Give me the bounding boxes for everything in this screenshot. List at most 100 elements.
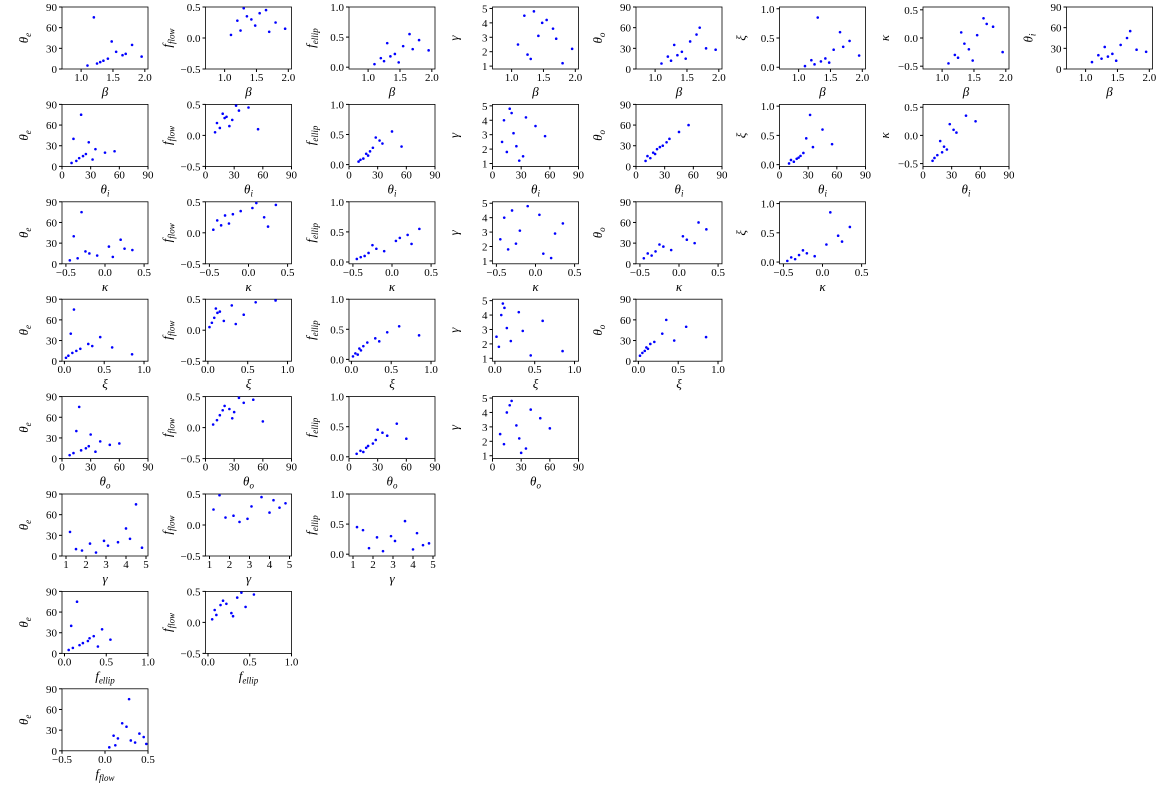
plot-frame	[61, 298, 149, 362]
x-axis-label: θo	[243, 474, 254, 491]
point	[239, 29, 242, 32]
y-tick-label: −0.5	[181, 161, 201, 173]
x-tick-label: 2.0	[281, 72, 295, 84]
point	[138, 732, 141, 735]
point	[672, 339, 676, 342]
point	[813, 63, 816, 66]
x-tick-label: 2.0	[425, 72, 439, 84]
point	[687, 123, 690, 127]
y-tick-label: 0.0	[187, 130, 201, 142]
x-axis-label: θi	[818, 181, 827, 198]
point	[510, 111, 513, 115]
point	[381, 142, 384, 145]
point	[505, 150, 509, 154]
x-axis-label: θi	[244, 181, 253, 198]
y-axis-label: γ	[447, 35, 462, 41]
x-tick-label: 0.0	[488, 364, 502, 376]
y-tick-label: 60	[620, 315, 632, 327]
point	[808, 113, 812, 117]
x-axis-label: θi	[101, 181, 110, 198]
point	[142, 735, 145, 739]
point	[366, 154, 370, 157]
y-axis-label: θe	[16, 228, 33, 238]
point	[526, 204, 529, 208]
x-tick-label: 30	[229, 169, 241, 181]
y-tick-label: 90	[46, 489, 58, 501]
point	[215, 121, 219, 125]
point	[377, 340, 381, 343]
point	[219, 603, 222, 607]
point	[538, 213, 541, 217]
plot-frame	[205, 298, 292, 362]
point	[1144, 50, 1148, 54]
point	[403, 519, 407, 523]
point	[515, 144, 518, 148]
plot-frame	[205, 104, 292, 167]
x-tick-label: 30	[803, 169, 815, 181]
point	[219, 224, 223, 227]
point	[123, 247, 126, 250]
plot-frame	[635, 201, 723, 265]
point	[84, 250, 87, 253]
x-tick-label: 5	[430, 559, 436, 571]
x-axis-label: γ	[389, 571, 395, 586]
x-tick-label: −0.5	[343, 267, 363, 279]
point	[538, 416, 542, 420]
y-axis-label: θe	[16, 33, 33, 43]
point	[499, 237, 502, 241]
point	[98, 440, 102, 443]
point	[362, 157, 365, 160]
point	[1103, 45, 1107, 49]
point	[94, 450, 97, 454]
y-tick-label: 1.0	[330, 99, 344, 111]
x-tick-label: 60	[114, 462, 126, 474]
point	[67, 648, 70, 652]
point	[368, 150, 372, 153]
y-tick-label: 90	[620, 294, 632, 306]
point	[79, 347, 82, 351]
point	[231, 614, 235, 618]
y-tick-label: 0	[52, 356, 58, 368]
point	[116, 540, 120, 544]
point	[411, 47, 415, 51]
point	[658, 243, 661, 246]
point	[389, 534, 393, 538]
x-tick-label: 5	[143, 559, 149, 571]
y-tick-label: 3	[482, 227, 488, 239]
x-axis-label: ξ	[389, 376, 395, 391]
point	[140, 546, 144, 550]
point	[681, 234, 685, 238]
x-tick-label: 2.0	[568, 72, 582, 84]
y-axis-label: θe	[16, 617, 33, 627]
point	[371, 442, 375, 445]
point	[367, 546, 371, 550]
point	[92, 16, 96, 19]
x-tick-label: 1	[207, 559, 213, 571]
x-tick-label: 30	[659, 169, 671, 181]
y-tick-label: −0.5	[181, 454, 201, 466]
plot-frame	[492, 298, 579, 362]
point	[114, 50, 118, 54]
y-tick-label: 30	[46, 530, 58, 542]
point	[110, 40, 113, 43]
point	[236, 19, 239, 22]
point	[95, 62, 99, 65]
x-axis-label: θo	[530, 474, 541, 491]
x-tick-label: 90	[860, 169, 872, 181]
point	[933, 156, 936, 160]
x-tick-label: 1.5	[680, 72, 694, 84]
y-tick-label: 30	[46, 238, 58, 250]
point	[802, 151, 805, 155]
point	[498, 432, 502, 436]
point	[91, 158, 94, 161]
y-axis-label: fellip	[303, 28, 320, 48]
x-tick-label: 90	[286, 169, 298, 181]
y-tick-label: 60	[620, 120, 632, 132]
y-tick-label: 0.0	[330, 160, 344, 172]
point	[836, 234, 840, 238]
point	[266, 225, 270, 228]
y-tick-label: 30	[46, 336, 58, 348]
point	[1106, 55, 1110, 58]
y-tick-label: 60	[46, 607, 58, 619]
plot-frame	[348, 104, 436, 167]
